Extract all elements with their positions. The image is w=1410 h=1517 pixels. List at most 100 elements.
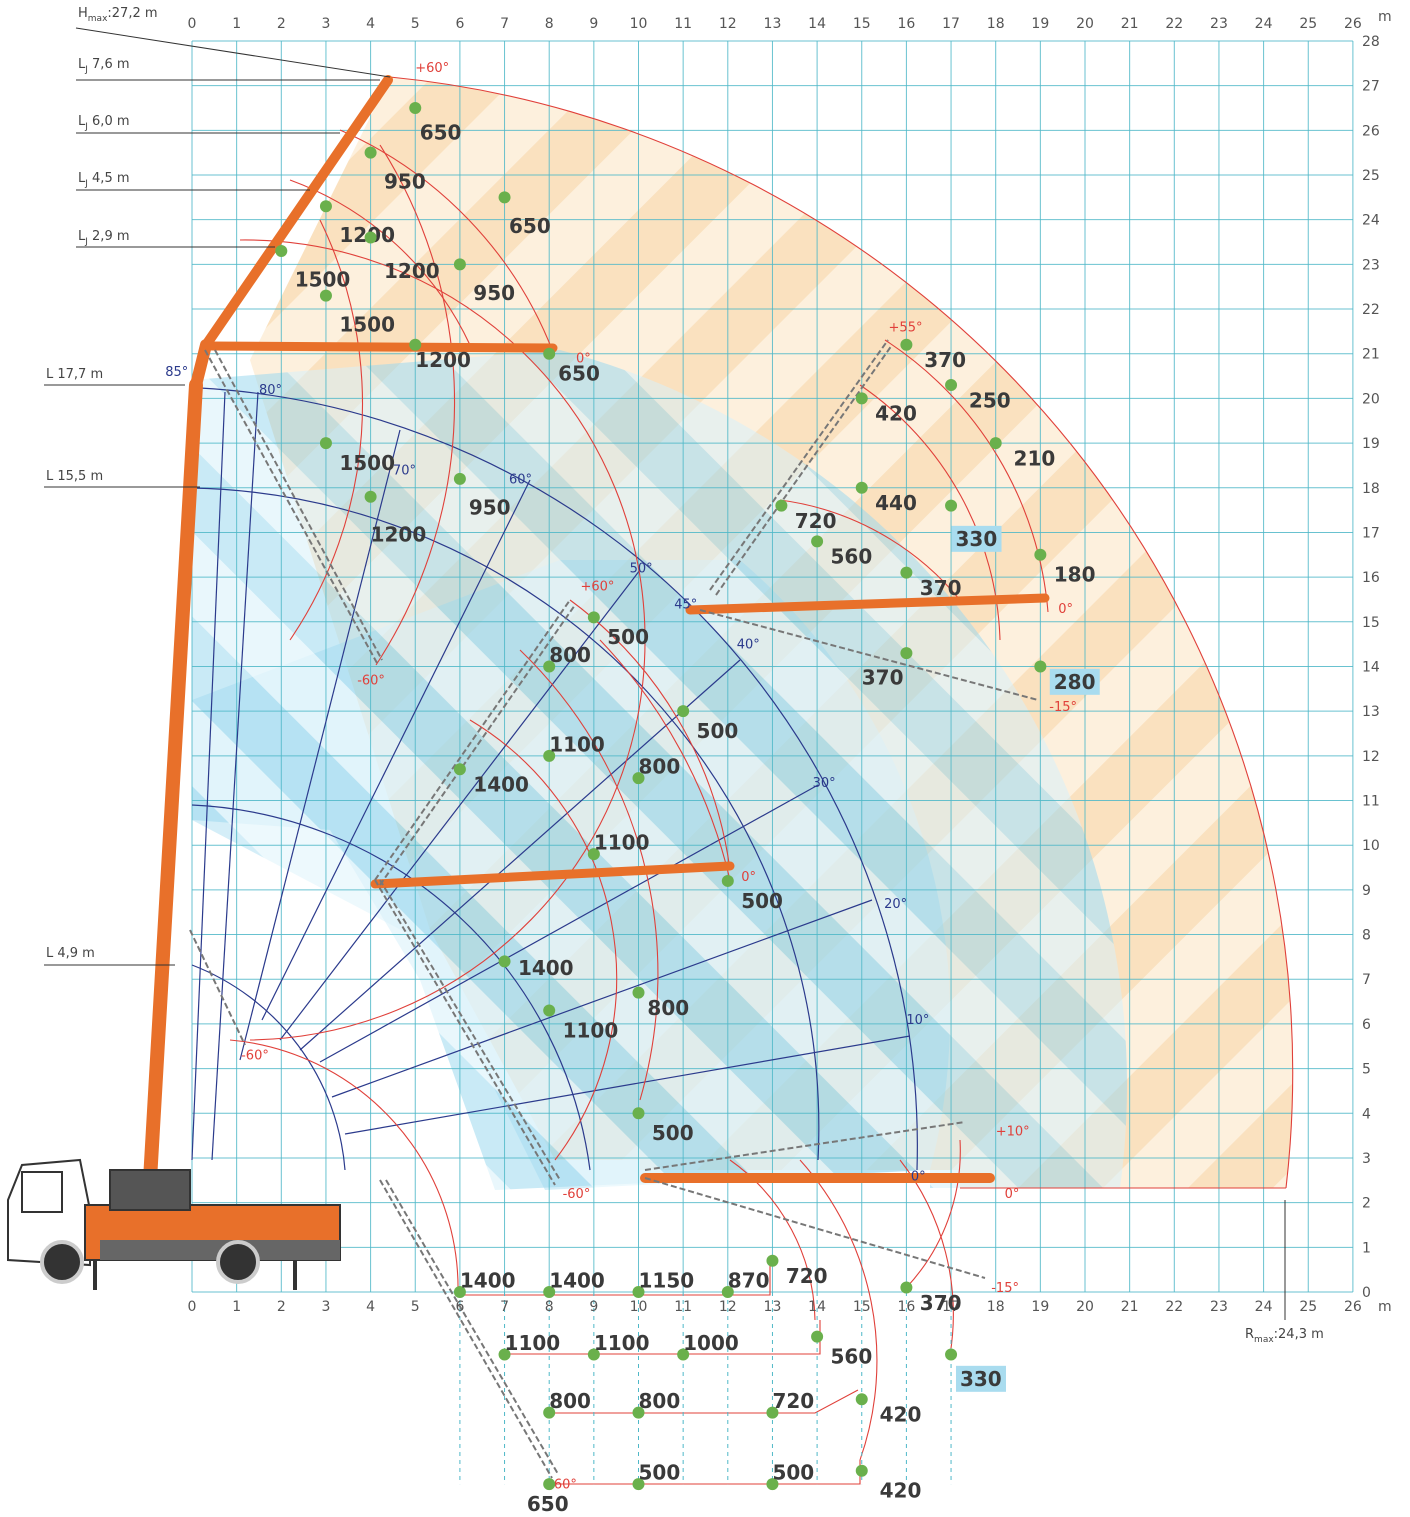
x-tick-bottom: 23: [1210, 1299, 1228, 1315]
x-tick-bottom: 10: [630, 1299, 648, 1315]
x-tick-top: 14: [808, 16, 826, 32]
load-highlight-p330a: [951, 525, 1002, 552]
load-point-p720c: [766, 1406, 779, 1419]
bottom-arc-5: [905, 1139, 961, 1289]
load-point-p330b: [945, 1348, 958, 1361]
load-label-p720b: 720: [786, 1264, 828, 1288]
load-label-p420b: 420: [880, 1403, 922, 1427]
lj76-label: LJ 7,6 m: [78, 57, 130, 75]
y-tick: 23: [1362, 257, 1380, 273]
x-tick-bottom: 18: [987, 1299, 1005, 1315]
load-point-p1200b: [364, 231, 377, 244]
load-label-p950b: 950: [473, 281, 515, 305]
jib-arc-3: [375, 144, 456, 666]
blue-arc-small: [191, 964, 346, 1171]
main-boom: [143, 75, 558, 1187]
x-tick-bottom: 14: [808, 1299, 826, 1315]
load-point-p1200c: [409, 338, 422, 351]
load-label-p800b: 800: [639, 755, 681, 779]
load-point-p950b: [453, 258, 466, 271]
y-tick: 16: [1362, 570, 1380, 586]
x-tick-bottom: 2: [277, 1299, 286, 1315]
lj29-label: LJ 2,9 m: [78, 229, 130, 247]
angle-label-a10: +10°: [996, 1125, 1030, 1140]
load-label-p1100b: 1100: [594, 831, 650, 855]
load-point-p500f: [766, 1478, 779, 1491]
x-tick-top: 26: [1344, 16, 1362, 32]
load-point-p180: [1034, 548, 1047, 561]
y-tick: 27: [1362, 79, 1380, 95]
mid-arc-4: [599, 639, 731, 881]
x-tick-top: 13: [764, 16, 782, 32]
load-point-p500a: [587, 611, 600, 624]
folded-boom-sketch: [189, 339, 1039, 1479]
load-label-p1500b: 1500: [339, 312, 395, 336]
x-tick-top: 19: [1031, 16, 1049, 32]
blue-ray-60: [261, 479, 531, 1021]
x-tick-bottom: 16: [897, 1299, 915, 1315]
jib-arc-2: [289, 179, 471, 346]
truck: [7, 1158, 341, 1290]
angle-label-b40: 40°: [737, 638, 760, 653]
y-tick: 28: [1362, 34, 1380, 50]
axes: 0011223344556677889910101111121213131414…: [188, 9, 1392, 1315]
load-point-p500c: [721, 874, 734, 887]
blue-arc-outer: [199, 387, 918, 1171]
angle-label-am60a: -60°: [357, 673, 385, 688]
load-point-p800c: [632, 986, 645, 999]
hmax-label: Hmax:27,2 m: [78, 6, 158, 24]
load-label-p1200c: 1200: [415, 348, 471, 372]
side-label-texts: Hmax:27,2 m LJ 7,6 m LJ 6,0 m LJ 4,5 m L…: [46, 6, 1324, 1345]
load-label-p950c: 950: [469, 496, 511, 520]
x-tick-bottom: 1: [232, 1299, 241, 1315]
x-tick-bottom: 5: [411, 1299, 420, 1315]
y-tick: 18: [1362, 481, 1380, 497]
load-point-p1200d: [364, 490, 377, 503]
x-tick-bottom: 26: [1344, 1299, 1362, 1315]
load-label-p720c: 720: [772, 1389, 814, 1413]
x-tick-top: 24: [1255, 16, 1273, 32]
load-label-p330b: 330: [960, 1367, 1002, 1391]
x-tick-bottom: 7: [500, 1299, 509, 1315]
angle-label-a0m: 0°: [741, 870, 756, 885]
x-tick-bottom: 8: [545, 1299, 554, 1315]
load-point-p420b: [855, 1393, 868, 1406]
load-label-p1150: 1150: [639, 1269, 695, 1293]
load-label-p1400d: 1400: [549, 1269, 605, 1293]
x-tick-top: 22: [1165, 16, 1183, 32]
angle-label-b0: 0°: [911, 1169, 926, 1184]
blue-ray-85: [191, 391, 226, 1161]
x-tick-bottom: 20: [1076, 1299, 1094, 1315]
x-tick-top: 3: [321, 16, 330, 32]
angle-label-b85: 85°: [165, 365, 188, 380]
x-tick-bottom: 12: [719, 1299, 737, 1315]
load-label-p1000: 1000: [683, 1331, 739, 1355]
blue-ray-10: [344, 1035, 911, 1135]
load-label-p440: 440: [875, 491, 917, 515]
load-point-p1400a: [453, 763, 466, 776]
load-label-p650b: 650: [509, 214, 551, 238]
load-label-p560a: 560: [830, 545, 872, 569]
x-tick-top: 15: [853, 16, 871, 32]
load-point-p280: [1034, 660, 1047, 673]
unit-top: m: [1378, 9, 1392, 25]
load-point-p800e: [632, 1406, 645, 1419]
angle-label-am60c: -60°: [563, 1187, 591, 1202]
lj60-label: LJ 6,0 m: [78, 114, 130, 132]
x-tick-bottom: 15: [853, 1299, 871, 1315]
load-label-p1100e: 1100: [594, 1331, 650, 1355]
load-point-p370a: [900, 338, 913, 351]
y-tick: 24: [1362, 213, 1380, 229]
x-tick-top: 6: [455, 16, 464, 32]
x-tick-bottom: 3: [321, 1299, 330, 1315]
load-point-p1000: [677, 1348, 690, 1361]
x-tick-bottom: 17: [942, 1299, 960, 1315]
load-label-p370b: 370: [920, 576, 962, 600]
load-point-p950c: [453, 472, 466, 485]
x-tick-bottom: 13: [764, 1299, 782, 1315]
y-tick: 12: [1362, 749, 1380, 765]
load-label-p500c: 500: [741, 889, 783, 913]
load-label-p1100a: 1100: [549, 732, 605, 756]
ground-line-1: [458, 1258, 771, 1296]
angle-label-b70: 70°: [393, 463, 416, 478]
